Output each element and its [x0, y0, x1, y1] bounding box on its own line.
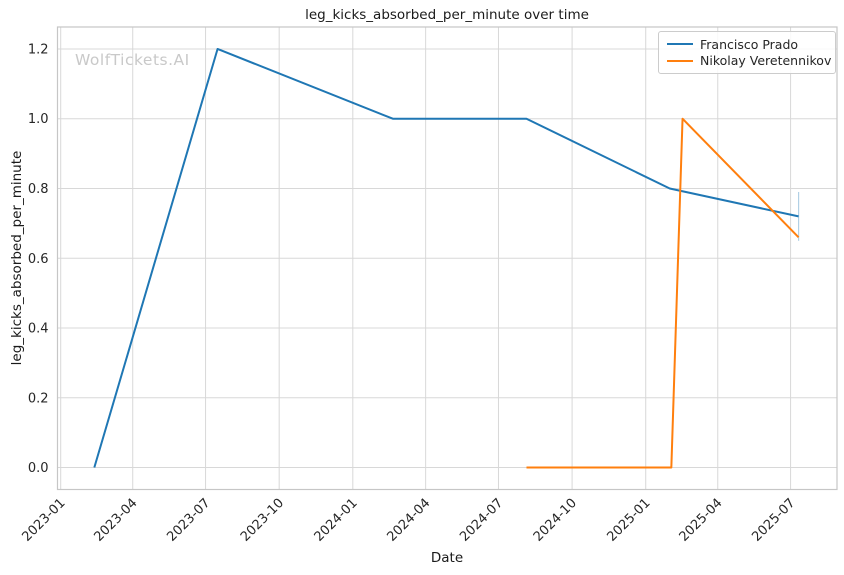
y-tick-label: 0.2 — [28, 391, 49, 406]
y-tick-label: 0.4 — [28, 322, 49, 337]
y-axis-label: leg_kicks_absorbed_per_minute — [9, 150, 25, 366]
plot-border — [56, 26, 838, 491]
x-tick-label: 2024-04 — [384, 496, 433, 545]
chart-title: leg_kicks_absorbed_per_minute over time — [305, 7, 589, 23]
x-tick-label: 2024-07 — [457, 496, 506, 545]
y-tick-labels: 0.0 0.2 0.4 0.6 0.8 1.0 1.2 — [28, 42, 49, 476]
x-tick-label: 2025-07 — [749, 496, 798, 545]
y-tick-label: 0.8 — [28, 182, 49, 197]
legend-line-sample-icon — [667, 59, 693, 62]
line-nikolay-veretennikov — [526, 117, 800, 469]
x-tick-label: 2023-04 — [92, 496, 141, 545]
grid-layer — [57, 27, 837, 490]
x-tick-label: 2023-10 — [238, 496, 287, 545]
legend-item-nikolay-veretennikov: Nikolay Veretennikov — [667, 53, 831, 68]
line-francisco-prado — [93, 47, 799, 468]
y-tick-label: 1.2 — [28, 42, 49, 57]
x-tick-label: 2024-10 — [531, 496, 580, 545]
x-tick-label: 2025-04 — [677, 496, 726, 545]
legend: Francisco Prado Nikolay Veretennikov — [658, 31, 836, 74]
legend-label: Nikolay Veretennikov — [700, 53, 832, 69]
series-layer — [93, 47, 800, 469]
spine-layer — [56, 26, 838, 491]
x-tick-label: 2024-01 — [312, 496, 361, 545]
legend-label: Francisco Prado — [700, 36, 799, 52]
x-tick-label: 2023-07 — [164, 496, 213, 545]
y-tick-label: 1.0 — [28, 112, 49, 127]
legend-line-sample-icon — [667, 43, 693, 46]
x-tick-label: 2025-01 — [605, 496, 654, 545]
x-tick-label: 2023-01 — [20, 496, 69, 545]
y-tick-label: 0.0 — [28, 461, 49, 476]
x-tick-labels: 2023-01 2023-04 2023-07 2023-10 2024-01 2024-… — [20, 496, 799, 545]
watermark: WolfTickets.AI — [75, 51, 190, 69]
x-axis-label: Date — [430, 550, 464, 566]
legend-item-francisco-prado: Francisco Prado — [667, 37, 827, 52]
y-tick-label: 0.6 — [28, 252, 49, 267]
